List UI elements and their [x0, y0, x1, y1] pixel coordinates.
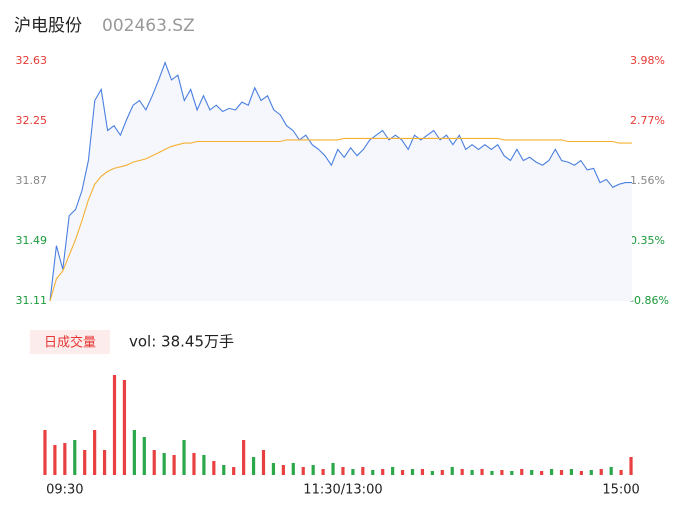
volume-bar — [530, 470, 534, 475]
volume-bar — [291, 463, 295, 475]
volume-bar — [242, 440, 246, 475]
stock-name: 沪电股份 — [14, 16, 82, 36]
volume-bar — [460, 469, 464, 475]
y2-tick-label: -0.86% — [630, 294, 669, 307]
volume-bar — [400, 470, 405, 475]
volume-bar — [351, 469, 355, 475]
volume-bar — [579, 471, 583, 475]
volume-bar — [122, 380, 127, 475]
x-tick-label: 11:30/13:00 — [303, 483, 382, 498]
average-line — [49, 137, 632, 302]
price-line — [49, 61, 632, 302]
volume-bar — [500, 470, 504, 475]
volume-bar — [43, 430, 47, 475]
volume-bar — [371, 470, 375, 475]
y-tick-label: 32.25 — [16, 114, 48, 127]
volume-bar — [331, 463, 335, 475]
volume-bar — [142, 437, 146, 475]
volume-bar — [232, 467, 236, 475]
y2-tick-label: 3.98% — [630, 54, 665, 67]
volume-bar — [559, 470, 564, 475]
volume-bar — [152, 450, 156, 475]
volume-bar — [569, 469, 574, 475]
volume-bar — [420, 469, 425, 475]
volume-bar — [83, 450, 87, 475]
y2-tick-label: 2.77% — [630, 114, 665, 127]
volume-bar — [63, 443, 67, 475]
volume-bar — [73, 440, 77, 475]
y2-tick-label: 0.35% — [630, 234, 665, 247]
volume-bar — [251, 457, 256, 475]
volume-bar — [520, 469, 524, 475]
x-tick-label: 09:30 — [46, 483, 83, 498]
volume-bar — [490, 471, 494, 475]
volume-bar — [410, 469, 415, 475]
volume-bar — [381, 469, 385, 475]
volume-bar — [609, 467, 613, 475]
y2-tick-label: 1.56% — [630, 174, 665, 187]
stock-code: 002463.SZ — [102, 16, 195, 36]
volume-bar — [222, 465, 226, 475]
volume-bar — [192, 453, 196, 475]
volume-bar — [102, 450, 107, 475]
volume-bar — [112, 375, 117, 475]
volume-bar — [182, 440, 186, 475]
volume-bar — [261, 450, 266, 475]
volume-bar — [430, 471, 434, 475]
volume-bar — [391, 467, 395, 475]
volume-bar — [589, 470, 593, 475]
volume-bar — [341, 467, 345, 475]
price-area — [50, 62, 632, 301]
y-tick-label: 31.11 — [16, 294, 48, 307]
volume-title: 日成交量 — [44, 335, 96, 351]
volume-bar — [480, 469, 484, 475]
volume-bar — [549, 469, 554, 475]
volume-bar — [440, 470, 444, 475]
volume-bar — [172, 455, 176, 475]
volume-bar — [321, 469, 325, 475]
volume-badge — [30, 330, 110, 354]
volume-bar — [93, 430, 97, 475]
volume-bar — [301, 467, 305, 475]
volume-bar — [510, 471, 514, 475]
volume-bar — [619, 470, 623, 475]
volume-bar — [212, 461, 216, 475]
volume-bar — [271, 463, 276, 475]
volume-bar — [202, 455, 206, 475]
volume-bar — [470, 470, 474, 475]
volume-bar — [629, 457, 633, 475]
volume-bar — [540, 471, 544, 475]
x-tick-label: 15:00 — [602, 483, 639, 498]
volume-bar — [361, 467, 365, 475]
y-tick-label: 32.63 — [16, 54, 48, 67]
volume-bar — [599, 469, 603, 475]
volume-bar — [53, 445, 57, 475]
volume-bar — [132, 430, 136, 475]
volume-bar — [281, 465, 285, 475]
volume-total: vol: 38.45万手 — [129, 333, 234, 351]
volume-bar — [162, 453, 166, 475]
y-tick-label: 31.49 — [16, 234, 48, 247]
volume-bar — [450, 467, 454, 475]
volume-bar — [311, 465, 315, 475]
y-tick-label: 31.87 — [16, 174, 48, 187]
